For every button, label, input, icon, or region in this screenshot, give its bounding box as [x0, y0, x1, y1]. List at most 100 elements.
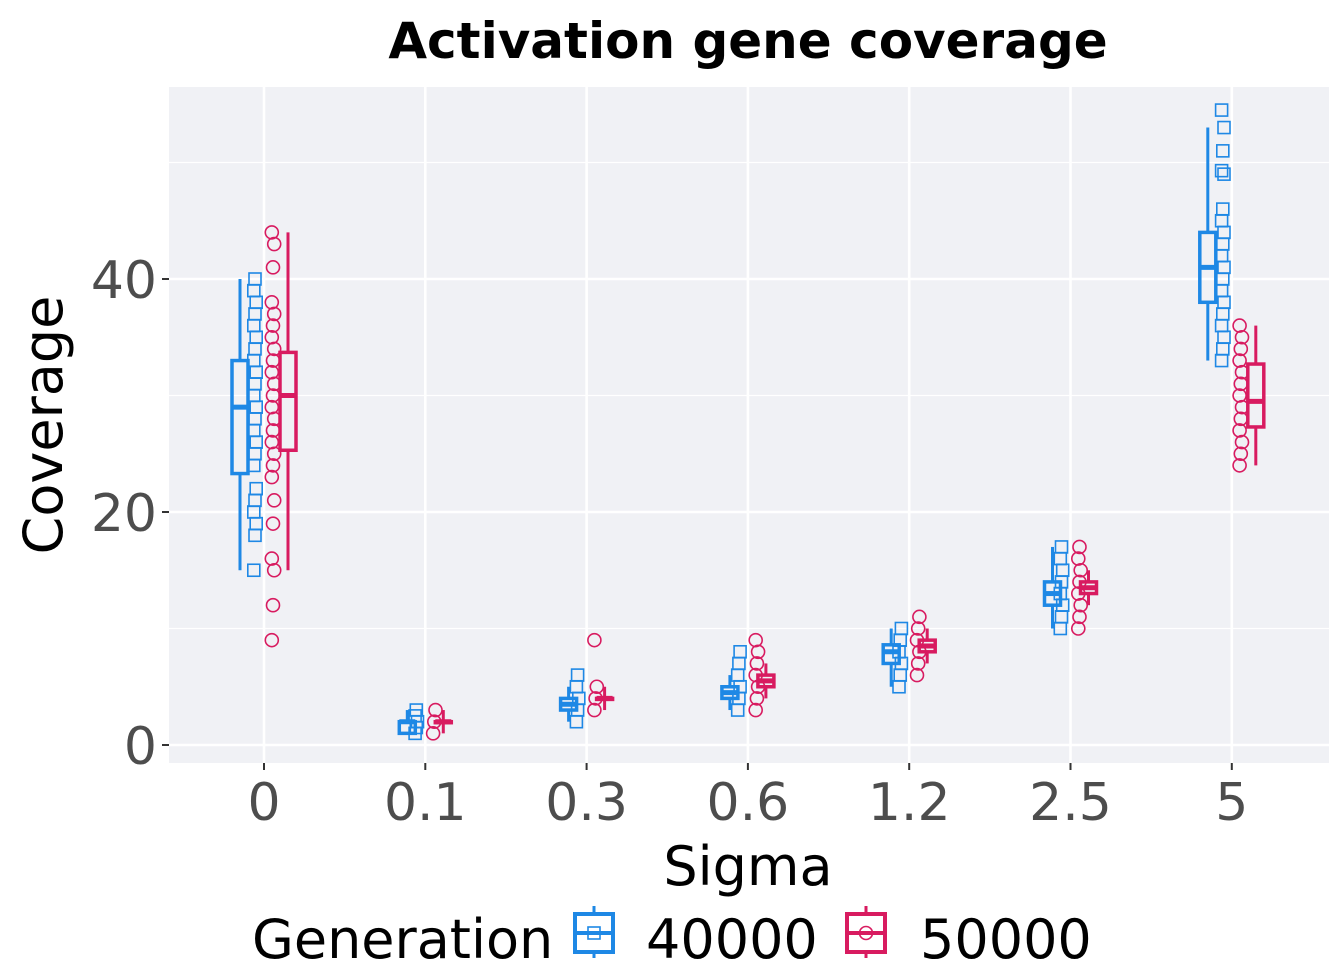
- data-point: [1072, 574, 1087, 590]
- data-point: [409, 703, 424, 717]
- box-iqr: [230, 358, 250, 476]
- data-point: [1072, 609, 1087, 625]
- data-point: [266, 493, 282, 508]
- data-point: [247, 563, 261, 578]
- data-point: [1071, 586, 1086, 601]
- data-point: [909, 632, 925, 648]
- data-point: [1234, 364, 1250, 380]
- data-point: [1071, 551, 1086, 566]
- x-tick-label: 0: [247, 773, 280, 833]
- data-point: [1234, 399, 1250, 415]
- data-point: [587, 632, 602, 648]
- box-50000-0: [264, 225, 298, 648]
- legend-key-50000: [845, 906, 887, 958]
- data-point: [264, 329, 280, 345]
- data-point: [1054, 540, 1069, 554]
- data-point: [750, 644, 766, 660]
- data-point: [264, 469, 280, 485]
- data-point: [912, 644, 927, 660]
- data-point: [1232, 423, 1247, 438]
- data-point: [426, 714, 442, 730]
- x-tick-label: 0.1: [384, 773, 467, 833]
- data-point: [428, 702, 443, 718]
- data-point: [264, 364, 280, 380]
- y-axis: 0 20 40: [91, 251, 169, 777]
- data-point: [1072, 539, 1087, 555]
- legend-title: Generation: [252, 908, 553, 960]
- x-axis: 0 0.1 0.3 0.6 1.2 2.5 5: [247, 763, 1248, 833]
- data-point: [248, 272, 262, 286]
- data-point: [266, 562, 282, 578]
- series-40000: [230, 103, 1231, 741]
- data-point: [748, 702, 764, 718]
- data-point: [748, 667, 764, 683]
- data-point: [733, 644, 747, 659]
- data-point: [1232, 388, 1247, 403]
- box-50000-0.1: [425, 702, 454, 741]
- box-50000-0.6: [748, 632, 776, 718]
- data-point: [1233, 411, 1249, 427]
- y-tick-label: 0: [124, 717, 157, 777]
- y-tick-label: 40: [91, 251, 157, 311]
- data-point: [1073, 597, 1088, 613]
- x-tick-label: 0.6: [707, 773, 790, 833]
- legend: Generation 40000 50000: [252, 906, 1092, 960]
- data-point: [1216, 202, 1230, 216]
- y-tick-label: 20: [91, 484, 157, 544]
- data-point: [265, 318, 281, 333]
- box-40000-0.3: [558, 668, 586, 729]
- x-tick-label: 2.5: [1029, 773, 1112, 833]
- data-point: [1232, 318, 1247, 333]
- data-point: [264, 294, 280, 310]
- box-iqr: [278, 350, 298, 453]
- box-40000-0.1: [397, 703, 425, 741]
- gridlines: [169, 87, 1329, 763]
- data-point: [265, 458, 281, 473]
- data-point: [589, 679, 605, 695]
- box-50000-0.3: [587, 632, 615, 718]
- data-point: [1217, 120, 1231, 135]
- box-40000-2.5: [1042, 540, 1070, 636]
- data-point: [912, 609, 927, 625]
- data-point: [266, 341, 282, 357]
- data-point: [266, 446, 282, 462]
- x-axis-title: Sigma: [663, 835, 832, 898]
- data-point: [266, 236, 282, 252]
- box-50000-1.2: [909, 609, 937, 683]
- data-point: [1214, 163, 1229, 178]
- box-50000-2.5: [1071, 539, 1099, 636]
- data-point: [750, 679, 766, 695]
- data-point: [1233, 376, 1249, 392]
- data-point: [264, 225, 280, 240]
- data-point: [749, 691, 765, 706]
- legend-label-50000: 50000: [920, 908, 1092, 960]
- data-point: [1234, 329, 1250, 345]
- chart-title: Activation gene coverage: [388, 12, 1107, 70]
- data-point: [249, 481, 263, 496]
- data-point: [265, 353, 281, 368]
- y-axis-title: Coverage: [12, 296, 75, 555]
- box-40000-0: [230, 272, 263, 578]
- legend-key-40000: [573, 906, 615, 958]
- data-point: [910, 656, 926, 671]
- legend-key-marker: [858, 925, 874, 941]
- data-point: [1233, 341, 1249, 357]
- box-40000-0.6: [720, 644, 747, 717]
- data-point: [266, 306, 282, 322]
- series-50000: [264, 225, 1266, 741]
- data-point: [749, 656, 765, 671]
- data-point: [1073, 562, 1088, 578]
- box-iqr: [1246, 362, 1266, 429]
- box-series: [230, 103, 1266, 741]
- data-point: [265, 260, 281, 275]
- data-point: [910, 621, 926, 636]
- data-point: [1232, 458, 1247, 473]
- data-point: [266, 411, 282, 427]
- legend-key-marker: [587, 926, 601, 940]
- data-point: [1217, 167, 1231, 181]
- data-point: [264, 632, 280, 648]
- data-point: [1214, 103, 1229, 117]
- data-point: [1233, 446, 1249, 462]
- x-tick-label: 0.3: [545, 773, 628, 833]
